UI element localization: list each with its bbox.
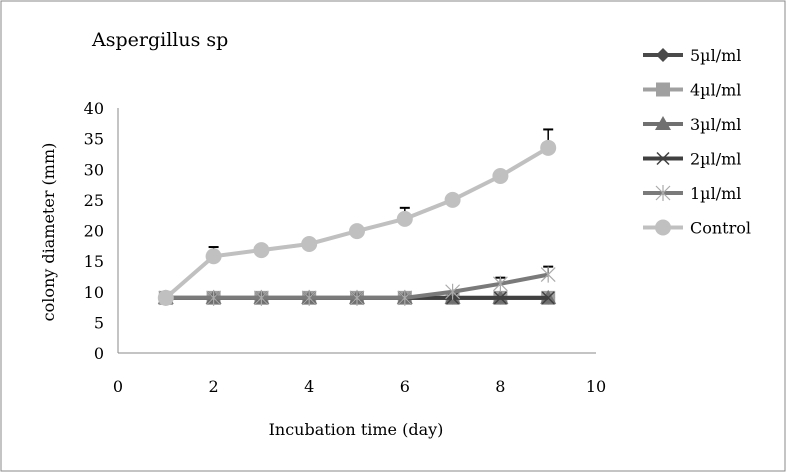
y-tick-label: 10 — [84, 283, 104, 302]
x-tick-label: 4 — [304, 377, 314, 396]
x-tick-label: 2 — [209, 377, 219, 396]
x-tick-label: 10 — [586, 377, 606, 396]
marker-circle — [253, 242, 270, 259]
x-tick-label: 8 — [495, 377, 505, 396]
y-tick-label: 35 — [84, 130, 104, 149]
legend-label: 2µl/ml — [690, 150, 741, 169]
y-tick-label: 5 — [94, 313, 104, 332]
marker-star — [253, 289, 269, 306]
marker-circle — [205, 248, 222, 265]
marker-star — [655, 185, 671, 201]
marker-circle — [396, 210, 413, 227]
marker-circle — [492, 167, 509, 184]
marker-star — [206, 289, 222, 306]
legend-label: Control — [690, 219, 751, 238]
marker-triangle — [655, 116, 671, 130]
marker-circle — [349, 223, 365, 240]
y-axis-label: colony diameter (mm) — [39, 143, 58, 322]
legend-label: 3µl/ml — [690, 115, 741, 134]
marker-star — [349, 289, 365, 306]
marker-diamond — [656, 48, 670, 62]
marker-x — [656, 151, 670, 166]
marker-star — [301, 289, 317, 306]
legend-label: 5µl/ml — [690, 46, 741, 65]
marker-star — [492, 275, 508, 292]
legend-label: 4µl/ml — [690, 81, 741, 100]
marker-star — [397, 289, 413, 306]
marker-circle — [540, 139, 557, 156]
y-tick-label: 15 — [84, 252, 104, 271]
marker-x — [541, 291, 555, 305]
marker-circle — [655, 219, 671, 236]
marker-circle — [301, 235, 318, 252]
marker-square — [656, 82, 670, 97]
marker-circle — [157, 289, 174, 306]
y-tick-label: 0 — [94, 344, 104, 363]
marker-star — [540, 266, 556, 283]
marker-x — [493, 291, 507, 305]
y-tick-label: 40 — [84, 99, 104, 118]
marker-star — [445, 283, 461, 300]
x-tick-label: 6 — [400, 377, 410, 396]
y-tick-label: 25 — [84, 191, 104, 210]
legend-label: 1µl/ml — [690, 184, 741, 203]
marker-circle — [444, 191, 461, 208]
y-tick-label: 30 — [84, 160, 104, 179]
x-tick-label: 0 — [113, 377, 123, 396]
x-axis-label: Incubation time (day) — [269, 420, 444, 439]
chart-title: Aspergillus sp — [91, 29, 228, 51]
y-tick-label: 20 — [84, 222, 104, 241]
